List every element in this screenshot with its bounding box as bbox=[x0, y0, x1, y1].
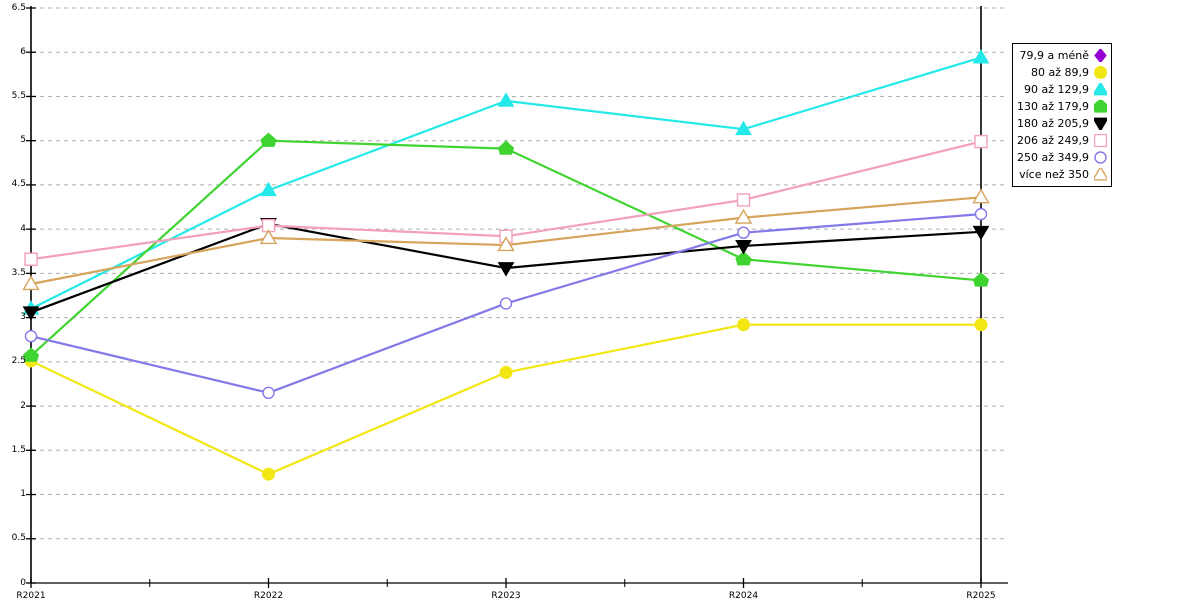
legend-item-label: 250 až 349,9 bbox=[1017, 151, 1089, 164]
gridlines bbox=[32, 7, 1008, 540]
data-marker bbox=[972, 188, 990, 204]
data-marker bbox=[24, 252, 38, 266]
legend-marker-triangle-up-icon bbox=[1094, 168, 1107, 181]
data-marker bbox=[1094, 134, 1107, 147]
data-marker bbox=[972, 272, 990, 287]
series-group bbox=[22, 49, 990, 481]
data-marker bbox=[1094, 83, 1107, 96]
data-marker bbox=[259, 229, 278, 245]
legend-item-label: 79,9 a méně bbox=[1019, 49, 1089, 62]
data-marker bbox=[735, 240, 752, 255]
legend-marker-triangle-up-icon bbox=[1094, 83, 1107, 96]
legend-marker-square-icon bbox=[1094, 134, 1107, 147]
data-marker bbox=[499, 365, 513, 379]
legend-item[interactable]: 180 až 205,9 bbox=[1017, 115, 1107, 132]
data-marker bbox=[1094, 100, 1107, 113]
legend-item[interactable]: 80 až 89,9 bbox=[1017, 64, 1107, 81]
legend-item[interactable]: více než 350 bbox=[1017, 166, 1107, 183]
data-marker bbox=[1094, 117, 1107, 130]
data-marker bbox=[737, 226, 750, 239]
data-series bbox=[24, 207, 988, 400]
legend-marker-triangle-down-icon bbox=[1094, 117, 1107, 130]
data-marker bbox=[497, 262, 515, 277]
y-axis-tick-label: 6.5 bbox=[11, 2, 26, 13]
legend-item[interactable]: 130 až 179,9 bbox=[1017, 98, 1107, 115]
x-axis-tick-label: R2022 bbox=[253, 591, 284, 601]
legend-item-label: 130 až 179,9 bbox=[1017, 100, 1089, 113]
legend-item-label: 206 až 249,9 bbox=[1017, 134, 1089, 147]
legend-item-label: 80 až 89,9 bbox=[1031, 66, 1089, 79]
data-marker bbox=[974, 318, 988, 332]
y-axis-tick-label: 1 bbox=[20, 489, 26, 500]
data-series bbox=[24, 318, 988, 481]
data-marker bbox=[262, 386, 275, 400]
legend-item[interactable]: 90 až 129,9 bbox=[1017, 81, 1107, 98]
chart-legend: 79,9 a méně 80 až 89,9 90 až 129,9 130 až 1… bbox=[1012, 43, 1112, 187]
y-axis-tick-label: 3 bbox=[20, 312, 26, 323]
data-marker bbox=[22, 347, 40, 362]
y-axis-tick-label: 5 bbox=[20, 135, 26, 146]
data-marker bbox=[1094, 151, 1107, 164]
data-marker bbox=[737, 318, 750, 332]
data-marker bbox=[734, 208, 753, 224]
y-axis-tick-label: 4.5 bbox=[11, 179, 26, 190]
data-marker bbox=[736, 193, 751, 207]
data-marker bbox=[497, 236, 515, 252]
data-marker bbox=[260, 132, 277, 147]
data-marker bbox=[972, 225, 990, 241]
chart-svg bbox=[22, 6, 1008, 588]
legend-marker-pentagon-icon bbox=[1094, 100, 1107, 113]
y-axis-tick-label: 1.5 bbox=[11, 444, 26, 455]
data-marker bbox=[22, 275, 40, 291]
axes bbox=[26, 6, 1008, 588]
legend-item-label: více než 350 bbox=[1019, 168, 1089, 181]
plot-area bbox=[22, 6, 1008, 588]
y-axis-tick-label: 5.5 bbox=[11, 90, 26, 101]
y-axis-tick-label: 2 bbox=[20, 400, 26, 411]
y-axis-tick-label: 4 bbox=[20, 223, 26, 234]
x-axis-tick-label: R2021 bbox=[16, 591, 46, 601]
legend-item[interactable]: 79,9 a méně bbox=[1017, 47, 1107, 64]
data-marker bbox=[262, 467, 275, 481]
legend-item-label: 90 až 129,9 bbox=[1024, 83, 1089, 96]
data-series bbox=[22, 188, 990, 291]
y-axis-tick-label: 0.5 bbox=[11, 533, 26, 544]
y-axis-tick-label: 2.5 bbox=[11, 356, 26, 367]
data-marker bbox=[972, 49, 990, 64]
x-axis-tick-label: R2023 bbox=[491, 591, 521, 601]
data-marker bbox=[24, 329, 38, 343]
data-marker bbox=[974, 207, 988, 221]
legend-item[interactable]: 206 až 249,9 bbox=[1017, 132, 1107, 149]
x-axis-tick-label: R2024 bbox=[728, 591, 759, 601]
x-axis-tick-label: R2025 bbox=[966, 591, 996, 601]
y-axis-tick-label: 0 bbox=[20, 577, 26, 588]
data-marker bbox=[499, 297, 513, 310]
legend-marker-diamond-icon bbox=[1094, 49, 1107, 62]
legend-item-label: 180 až 205,9 bbox=[1017, 117, 1089, 130]
series-line bbox=[30, 323, 981, 476]
data-marker bbox=[1094, 168, 1107, 181]
data-marker bbox=[260, 181, 277, 197]
data-marker bbox=[497, 140, 515, 155]
data-marker bbox=[735, 120, 752, 136]
y-axis-tick-label: 3.5 bbox=[11, 267, 26, 278]
legend-marker-circle-icon bbox=[1094, 151, 1107, 164]
data-marker bbox=[497, 92, 515, 107]
data-marker bbox=[1094, 49, 1107, 62]
legend-item[interactable]: 250 až 349,9 bbox=[1017, 149, 1107, 166]
legend-marker-circle-icon bbox=[1094, 66, 1107, 79]
data-marker bbox=[974, 134, 988, 149]
data-marker bbox=[1094, 66, 1107, 79]
y-axis-tick-label: 6 bbox=[20, 46, 26, 57]
data-marker bbox=[735, 251, 752, 266]
data-marker bbox=[22, 306, 40, 321]
data-series bbox=[22, 132, 990, 362]
